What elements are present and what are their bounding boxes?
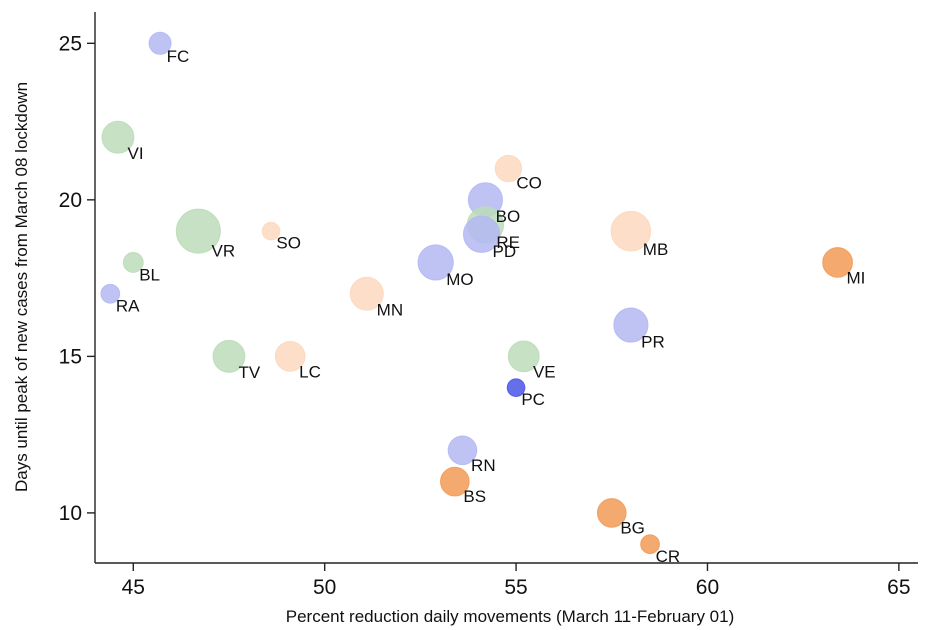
axes bbox=[94, 12, 918, 564]
point-label-mn: MN bbox=[377, 301, 403, 320]
x-tick-label: 65 bbox=[887, 576, 910, 599]
y-tick-label: 20 bbox=[59, 189, 82, 212]
point-label-re: RE bbox=[496, 233, 520, 252]
point-label-pr: PR bbox=[641, 332, 665, 351]
bubble-mo bbox=[417, 244, 454, 281]
bubble-pc bbox=[506, 378, 526, 397]
y-tick-label: 15 bbox=[59, 345, 82, 368]
point-label-vr: VR bbox=[212, 241, 236, 260]
y-tick-label: 25 bbox=[59, 32, 82, 55]
bubble-tv bbox=[212, 339, 246, 373]
point-label-pc: PC bbox=[521, 390, 545, 409]
point-label-bg: BG bbox=[620, 518, 645, 537]
bubble-rn bbox=[447, 435, 478, 466]
bubble-co bbox=[494, 154, 523, 183]
point-label-ve: VE bbox=[533, 363, 556, 382]
bubbles bbox=[100, 31, 853, 555]
x-tick-label: 55 bbox=[504, 576, 527, 599]
point-label-vi: VI bbox=[128, 144, 144, 163]
point-label-mo: MO bbox=[446, 270, 473, 289]
point-label-so: SO bbox=[276, 233, 301, 252]
x-tick-label: 45 bbox=[122, 576, 145, 599]
bubble-ra bbox=[100, 283, 121, 304]
y-tick-label: 10 bbox=[59, 502, 82, 525]
x-ticks: 45 50 55 60 65 bbox=[122, 563, 911, 599]
bubble-cr bbox=[640, 534, 660, 555]
x-tick-label: 60 bbox=[696, 576, 719, 599]
bubble-ve bbox=[507, 340, 540, 373]
y-axis-title: Days until peak of new cases from March … bbox=[12, 82, 31, 492]
x-tick-label: 50 bbox=[313, 576, 336, 599]
point-label-pd: PD bbox=[493, 242, 517, 261]
bubble-bs bbox=[440, 466, 470, 497]
bubble-lc bbox=[274, 341, 306, 372]
point-label-mb: MB bbox=[643, 240, 669, 259]
bubble-mb bbox=[610, 210, 652, 252]
bubble-vi bbox=[101, 120, 135, 154]
point-label-bl: BL bbox=[139, 265, 160, 284]
point-label-bs: BS bbox=[463, 487, 486, 506]
point-label-mi: MI bbox=[847, 268, 866, 287]
point-label-cr: CR bbox=[656, 547, 681, 566]
bubble-pd bbox=[462, 215, 501, 253]
bubble-so bbox=[261, 221, 281, 241]
point-label-tv: TV bbox=[239, 363, 261, 382]
point-label-co: CO bbox=[516, 173, 542, 192]
bubble-bl bbox=[122, 252, 144, 273]
point-label-ra: RA bbox=[116, 296, 140, 315]
bubble-mi bbox=[822, 247, 853, 278]
point-label-rn: RN bbox=[471, 456, 496, 475]
bubble-bg bbox=[596, 498, 627, 528]
bubble-fc bbox=[148, 31, 172, 55]
bubble-mn bbox=[349, 276, 384, 311]
y-ticks: 10 15 20 25 bbox=[59, 32, 95, 525]
point-label-lc: LC bbox=[299, 362, 321, 381]
bubble-vr bbox=[175, 208, 221, 254]
x-axis-title: Percent reduction daily movements (March… bbox=[286, 607, 734, 626]
point-label-bo: BO bbox=[496, 207, 521, 226]
point-label-fc: FC bbox=[167, 47, 190, 66]
bubble-pr bbox=[613, 307, 649, 343]
